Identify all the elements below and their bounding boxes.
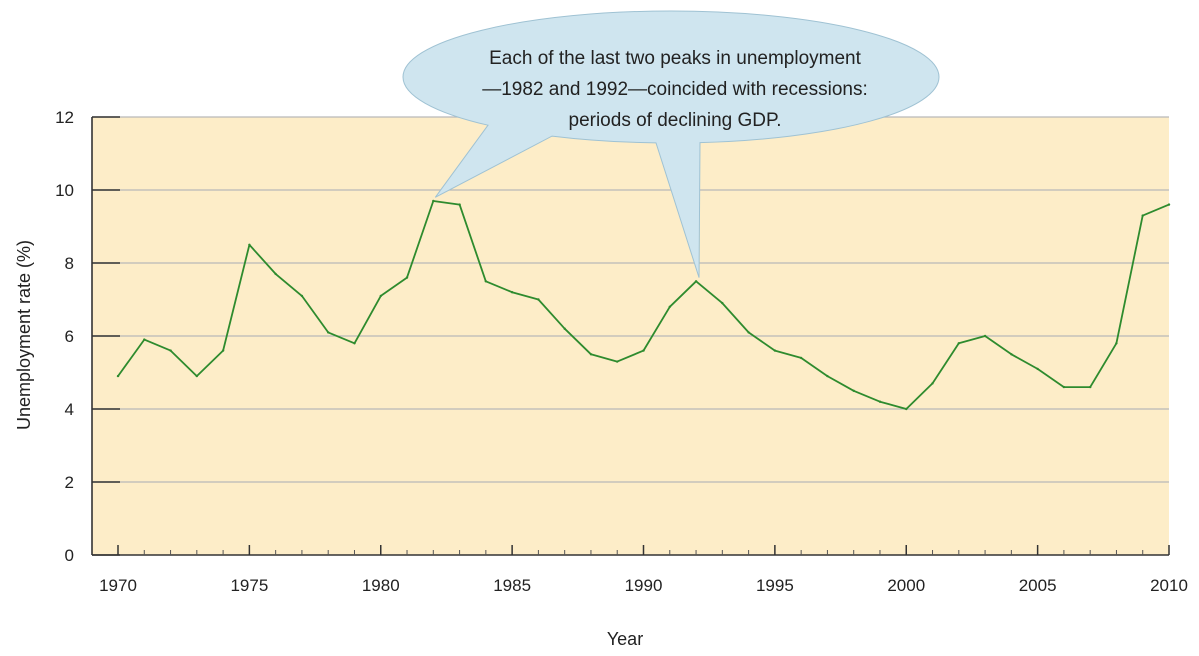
data-point-2000 — [905, 407, 908, 411]
data-point-1971 — [143, 338, 146, 341]
data-point-1995 — [773, 349, 777, 352]
data-point-2002 — [957, 342, 960, 345]
data-point-1975 — [248, 243, 251, 246]
y-tick-label-0: 0 — [65, 546, 74, 565]
data-point-2008 — [1115, 342, 1118, 345]
y-axis-title: Unemployment rate (%) — [14, 240, 34, 430]
data-point-1978 — [327, 331, 330, 334]
y-tick-label-8: 8 — [65, 254, 74, 273]
x-tick-label-1980: 1980 — [362, 576, 400, 595]
data-point-1986 — [537, 298, 540, 301]
data-point-2010 — [1167, 203, 1171, 206]
data-point-2007 — [1089, 385, 1092, 389]
data-point-1989 — [616, 360, 619, 363]
data-point-1970 — [116, 374, 120, 378]
data-point-1980 — [379, 294, 382, 298]
x-tick-label-1995: 1995 — [756, 576, 794, 595]
x-tick-label-1985: 1985 — [493, 576, 531, 595]
x-tick-label-1990: 1990 — [625, 576, 663, 595]
callout-text-line-3: periods of declining GDP. — [569, 110, 782, 131]
data-point-1996 — [799, 356, 803, 360]
y-tick-label-6: 6 — [65, 327, 74, 346]
data-point-2006 — [1062, 385, 1066, 389]
callout: Each of the last two peaks in unemployme… — [402, 10, 940, 278]
x-axis-title: Year — [607, 629, 643, 649]
data-point-1972 — [169, 349, 172, 352]
callout-text-line-1: Each of the last two peaks in unemployme… — [489, 48, 861, 69]
x-tick-label-2005: 2005 — [1019, 576, 1057, 595]
y-tick-label-12: 12 — [55, 108, 74, 127]
series-layer — [116, 199, 1171, 411]
data-point-1997 — [826, 374, 829, 378]
axes: 0 2 4 6 8 10 12 1970 1975 1980 1985 1990 1995 2000 200… — [55, 108, 1188, 595]
data-point-1987 — [563, 327, 566, 330]
data-point-1979 — [353, 342, 356, 345]
data-point-1992 — [694, 280, 698, 283]
data-point-2003 — [983, 334, 987, 338]
data-point-2004 — [1010, 353, 1013, 356]
data-point-1973 — [195, 374, 198, 378]
data-point-1981 — [405, 276, 409, 279]
data-point-1977 — [300, 294, 304, 298]
data-point-2005 — [1036, 367, 1039, 371]
callout-bubble — [402, 10, 940, 278]
x-tick-label-2010: 2010 — [1150, 576, 1188, 595]
callout-text-line-2: —1982 and 1992—coincided with recessions… — [482, 79, 868, 100]
data-point-1976 — [274, 272, 277, 276]
x-tick-label-2000: 2000 — [887, 576, 925, 595]
x-tick-label-1970: 1970 — [99, 576, 137, 595]
y-tick-label-4: 4 — [65, 400, 74, 419]
data-point-1990 — [642, 349, 645, 352]
data-point-1983 — [458, 203, 461, 206]
data-point-1982 — [432, 199, 435, 203]
data-point-2009 — [1141, 214, 1144, 217]
y-tick-label-10: 10 — [55, 181, 74, 200]
data-point-1998 — [852, 389, 855, 392]
x-tick-label-1975: 1975 — [230, 576, 268, 595]
data-point-1984 — [484, 280, 487, 283]
data-point-2001 — [931, 382, 934, 385]
data-point-1988 — [589, 353, 593, 356]
data-point-1999 — [878, 400, 882, 403]
data-point-1974 — [221, 349, 225, 352]
y-tick-label-2: 2 — [65, 473, 74, 492]
data-point-1985 — [510, 291, 514, 294]
data-point-1993 — [721, 301, 724, 305]
data-point-1991 — [668, 305, 671, 308]
data-point-1994 — [747, 331, 750, 334]
